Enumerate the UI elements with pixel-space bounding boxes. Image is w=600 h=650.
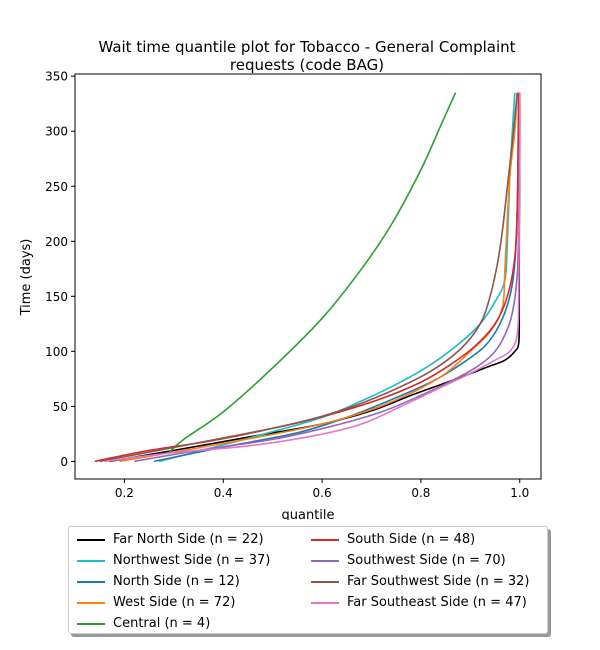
series-line-4 — [119, 92, 519, 463]
legend-grid: Far North Side (n = 22) South Side (n = 4… — [77, 529, 531, 634]
legend-swatch — [77, 622, 105, 625]
x-tick-label: 1.0 — [510, 486, 529, 500]
y-tick-label: 200 — [45, 235, 68, 249]
y-tick-label: 300 — [45, 125, 68, 139]
legend-label: West Side (n = 72) — [113, 595, 236, 610]
series-layer — [94, 92, 521, 463]
chart: Wait time quantile plot for Tobacco - Ge… — [19, 38, 542, 520]
legend-item-6: South Side (n = 48) — [311, 529, 531, 550]
legend-label: Far North Side (n = 22) — [113, 532, 264, 547]
y-tick-label: 250 — [45, 180, 68, 194]
series-line-8 — [99, 92, 519, 463]
legend-swatch — [311, 538, 339, 541]
series-line-3 — [153, 92, 520, 463]
legend-item-5: Central (n = 4) — [77, 613, 311, 634]
legend: Far North Side (n = 22) South Side (n = 4… — [68, 526, 548, 634]
series-line-9 — [104, 92, 521, 463]
chart-title-line-1: Wait time quantile plot for Tobacco - Ge… — [98, 38, 515, 56]
chart-title-line-2: requests (code BAG) — [230, 56, 384, 74]
legend-swatch — [77, 601, 105, 604]
x-tick-label: 0.2 — [115, 486, 134, 500]
y-tick-label: 50 — [53, 400, 68, 414]
x-tick-label: 0.8 — [411, 486, 430, 500]
legend-swatch — [77, 580, 105, 583]
legend-label: Far Southeast Side (n = 47) — [347, 595, 527, 610]
x-tick-label: 0.6 — [313, 486, 332, 500]
y-tick-label: 150 — [45, 290, 68, 304]
series-line-5 — [168, 92, 457, 454]
legend-item-1: Far North Side (n = 22) — [77, 529, 311, 550]
series-line-1 — [109, 92, 521, 463]
y-tick-label: 350 — [45, 70, 68, 84]
series-line-7 — [134, 92, 521, 463]
legend-swatch — [77, 538, 105, 541]
y-tick-label: 100 — [45, 345, 68, 359]
legend-item-8: Far Southwest Side (n = 32) — [311, 571, 531, 592]
legend-item-3: North Side (n = 12) — [77, 571, 311, 592]
legend-item-9: Far Southeast Side (n = 47) — [311, 592, 531, 613]
y-tick-label: 0 — [60, 455, 68, 469]
legend-item-4: West Side (n = 72) — [77, 592, 311, 613]
legend-item-7: Southwest Side (n = 70) — [311, 550, 531, 571]
legend-label: North Side (n = 12) — [113, 574, 240, 589]
plot-area-frame — [74, 73, 542, 480]
legend-label: South Side (n = 48) — [347, 532, 476, 547]
series-line-6 — [94, 92, 520, 463]
legend-label: Northwest Side (n = 37) — [113, 553, 271, 568]
series-line-2 — [158, 92, 516, 463]
legend-label: Central (n = 4) — [113, 616, 211, 631]
axes-layer: 0.2 0.4 0.6 0.8 1.0 0 50 100 150 200 250 300 350 — [45, 70, 529, 500]
legend-item-2: Northwest Side (n = 37) — [77, 550, 311, 571]
x-tick-label: 0.4 — [214, 486, 233, 500]
legend-swatch — [311, 559, 339, 562]
legend-label: Far Southwest Side (n = 32) — [347, 574, 530, 589]
y-axis-label: Time (days) — [19, 239, 34, 317]
legend-swatch — [311, 601, 339, 604]
legend-swatch — [311, 580, 339, 583]
x-axis-label: quantile — [281, 508, 334, 520]
legend-swatch — [77, 559, 105, 562]
legend-label: Southwest Side (n = 70) — [347, 553, 506, 568]
